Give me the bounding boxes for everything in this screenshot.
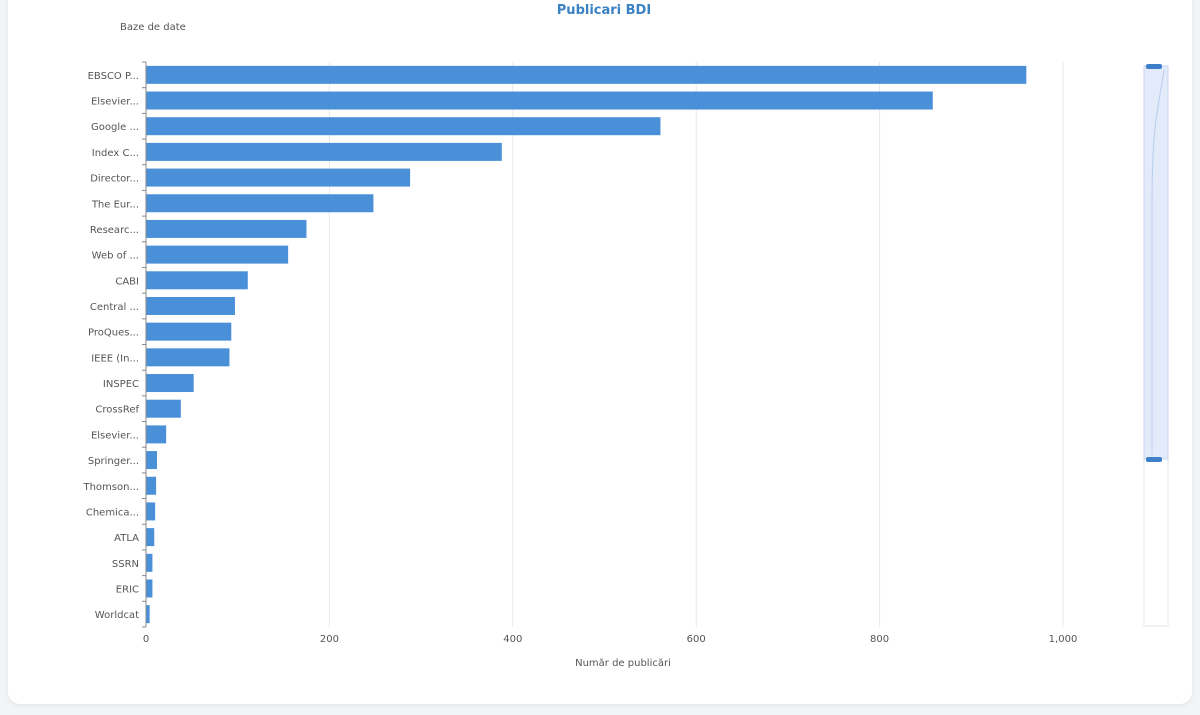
y-tick-label: Worldcat xyxy=(95,610,139,621)
bar[interactable] xyxy=(146,374,194,393)
y-tick-label: ATLA xyxy=(114,533,139,544)
y-tick-label: ERIC xyxy=(116,584,139,595)
x-tick-label: 0 xyxy=(143,634,149,645)
bar[interactable] xyxy=(146,296,235,315)
zoom-slider[interactable] xyxy=(1143,64,1169,627)
y-tick-label: CABI xyxy=(115,276,139,287)
y-tick-label: Google ... xyxy=(91,122,139,133)
bar[interactable] xyxy=(146,271,248,290)
y-tick-label: Central ... xyxy=(90,302,139,313)
bar[interactable] xyxy=(146,605,150,624)
bar[interactable] xyxy=(146,117,661,136)
bar[interactable] xyxy=(146,528,155,547)
bar[interactable] xyxy=(146,348,230,367)
bar[interactable] xyxy=(146,399,181,418)
y-tick-label: Elsevier... xyxy=(91,97,139,108)
y-tick-label: INSPEC xyxy=(103,379,139,390)
y-tick-label: IEEE (In... xyxy=(91,353,139,364)
zoom-handle-bottom[interactable] xyxy=(1146,457,1162,462)
y-tick-label: Chemica... xyxy=(86,507,139,518)
y-tick-label: Index C... xyxy=(92,148,139,159)
x-tick-label: 600 xyxy=(687,634,706,645)
x-tick-labels: 0 200 400 600 800 1,000 xyxy=(143,634,1078,645)
y-tick-label: SSRN xyxy=(112,559,139,570)
chart-title: Publicari BDI xyxy=(557,3,651,18)
bar[interactable] xyxy=(146,322,232,341)
x-tick-label: 800 xyxy=(870,634,889,645)
y-axis-title: Baze de date xyxy=(120,22,186,33)
x-tick-label: 200 xyxy=(320,634,339,645)
bar[interactable] xyxy=(146,194,374,213)
y-tick-label: CrossRef xyxy=(95,405,139,416)
bar[interactable] xyxy=(146,245,289,264)
bar[interactable] xyxy=(146,502,156,521)
y-tick-label: Springer... xyxy=(88,456,139,467)
y-tick-label: Researc... xyxy=(90,225,139,236)
bar[interactable] xyxy=(146,219,307,238)
bar[interactable] xyxy=(146,451,158,470)
y-tick-label: Elsevier... xyxy=(91,430,139,441)
y-tick-label: The Eur... xyxy=(91,199,139,210)
x-tick-label: 1,000 xyxy=(1049,634,1078,645)
bar[interactable] xyxy=(146,91,933,110)
bar[interactable] xyxy=(146,142,502,161)
bar[interactable] xyxy=(146,553,153,572)
bar[interactable] xyxy=(146,579,153,598)
bar[interactable] xyxy=(146,425,167,444)
x-axis-title: Număr de publicări xyxy=(575,658,671,669)
y-tick-label: Director... xyxy=(90,174,139,185)
y-tick-label: Web of ... xyxy=(92,251,139,262)
bar[interactable] xyxy=(146,168,411,187)
zoom-window[interactable] xyxy=(1143,65,1169,460)
y-tick-labels: EBSCO P... Elsevier... Google ... Index C..… xyxy=(82,71,139,621)
bar[interactable] xyxy=(146,65,1027,84)
y-axis-ticks xyxy=(142,61,146,628)
zoom-preview-line xyxy=(1151,69,1165,455)
bar[interactable] xyxy=(146,476,157,495)
y-tick-label: Thomson... xyxy=(82,482,139,493)
y-tick-label: ProQues... xyxy=(88,328,139,339)
y-tick-label: EBSCO P... xyxy=(88,71,139,82)
bars-group xyxy=(146,65,1027,624)
x-tick-label: 400 xyxy=(503,634,522,645)
zoom-handle-top[interactable] xyxy=(1146,64,1162,69)
